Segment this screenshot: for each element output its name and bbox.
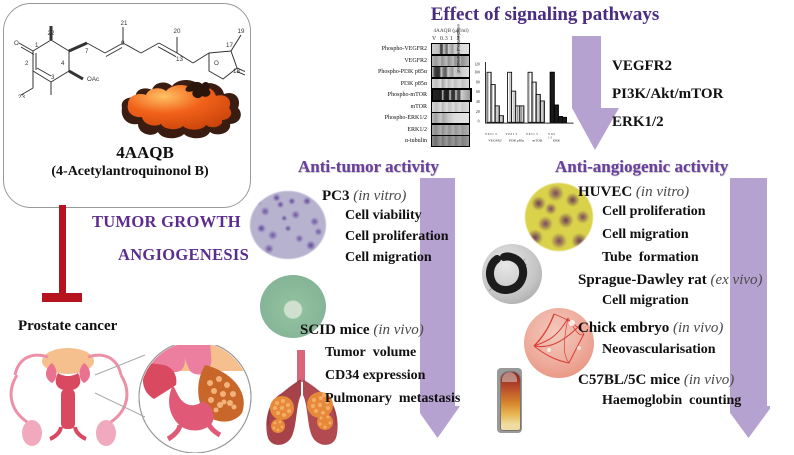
svg-text:9: 9 — [121, 40, 125, 47]
svg-text:19: 19 — [238, 28, 245, 35]
svg-text:20: 20 — [174, 28, 181, 35]
svg-text:23: 23 — [18, 94, 25, 98]
svg-text:4: 4 — [61, 60, 65, 67]
svg-text:O: O — [14, 40, 19, 47]
svg-text:1: 1 — [35, 42, 39, 49]
svg-text:7: 7 — [85, 48, 89, 55]
svg-text:22: 22 — [48, 30, 55, 37]
svg-text:21: 21 — [121, 20, 128, 27]
svg-text:3: 3 — [51, 74, 55, 81]
svg-text:O: O — [214, 60, 219, 67]
svg-text:13: 13 — [176, 56, 183, 63]
svg-text:17: 17 — [226, 42, 233, 49]
svg-text:OAc: OAc — [87, 76, 99, 83]
svg-text:2: 2 — [25, 60, 29, 67]
